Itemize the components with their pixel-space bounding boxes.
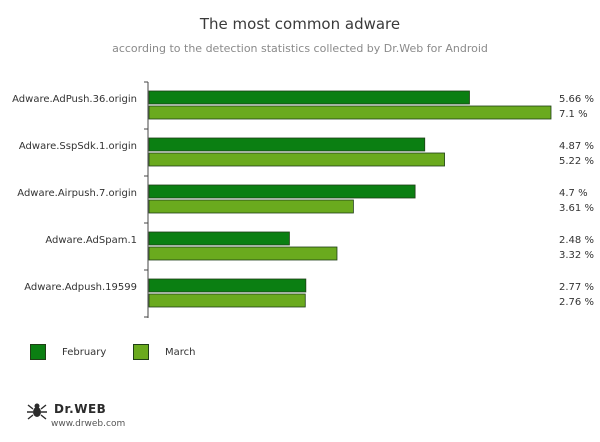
bar-march [148, 199, 354, 214]
data-label-february: 4.7 % [559, 188, 588, 199]
spider-logo-icon [27, 403, 47, 420]
data-label-march: 2.76 % [559, 297, 594, 308]
bar-march [148, 105, 552, 120]
data-label-march: 5.22 % [559, 156, 594, 167]
category-label: Adware.SspSdk.1.origin [19, 141, 137, 152]
category-label: Adware.AdSpam.1 [45, 235, 137, 246]
data-label-march: 7.1 % [559, 109, 588, 120]
chart-subtitle: according to the detection statistics co… [112, 42, 488, 55]
drweb-logo: Dr.WEB www.drweb.com [26, 401, 186, 431]
data-label-february: 2.77 % [559, 282, 594, 293]
chart-legend: February March [30, 344, 330, 364]
data-label-march: 3.32 % [559, 250, 594, 261]
data-label-february: 5.66 % [559, 94, 594, 105]
logo-brand: Dr.WEB [54, 402, 107, 416]
bar-february [148, 184, 416, 199]
data-label-february: 4.87 % [559, 141, 594, 152]
bar-march [148, 246, 338, 261]
bar-february [148, 137, 426, 152]
legend-label-february: February [62, 347, 107, 358]
legend-swatch-february [30, 344, 46, 360]
bar-february [148, 278, 307, 293]
category-label: Adware.Adpush.19599 [24, 282, 137, 293]
bar-february [148, 231, 290, 246]
bar-march [148, 152, 445, 167]
data-label-march: 3.61 % [559, 203, 594, 214]
bar-march [148, 293, 306, 308]
chart-title: The most common adware [199, 15, 401, 33]
logo-url: www.drweb.com [51, 419, 126, 429]
data-label-february: 2.48 % [559, 235, 594, 246]
legend-label-march: March [165, 347, 196, 358]
category-label: Adware.Airpush.7.origin [17, 188, 137, 199]
bar-february [148, 90, 470, 105]
legend-swatch-march [133, 344, 149, 360]
category-label: Adware.AdPush.36.origin [12, 94, 137, 105]
